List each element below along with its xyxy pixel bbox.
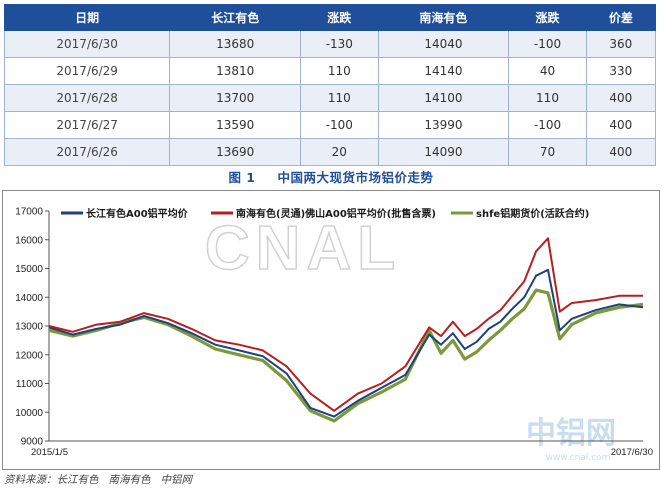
cell-nanhai: 14090 [377, 138, 510, 166]
chart-axes: 9000 10000 11000 12000 13000 14000 15000 16000 1… [15, 207, 653, 459]
y-tick-label: 10000 [15, 408, 43, 419]
cell-change2: -100 [508, 111, 587, 139]
y-tick-label: 13000 [15, 322, 43, 333]
cell-date: 2017/6/28 [3, 84, 171, 112]
y-tick-label: 14000 [15, 293, 43, 304]
series-line [48, 237, 643, 412]
chart-legend: 长江有色A00铝平均价 南海有色(灵通)佛山A00铝平均价(批售含票) shfe铝期… [61, 207, 589, 220]
y-tick-label: 15000 [15, 264, 43, 275]
cell-changjiang: 13810 [169, 57, 302, 85]
x-tick-label: 2015/1/5 [31, 447, 68, 458]
cell-changjiang: 13700 [169, 84, 302, 112]
cell-change1: -100 [300, 111, 379, 139]
table-row: 2017/6/30 13680 -130 14040 -100 360 [3, 30, 657, 58]
col-spread-header: 价差 [585, 4, 657, 31]
y-tick-label: 17000 [15, 207, 43, 218]
cell-spread: 360 [585, 30, 657, 58]
watermark-site: www.cnal.com [546, 453, 611, 463]
cell-change2: 70 [508, 138, 587, 166]
chart-frame: CNAL 中铝网 www.cnal.com 9000 10000 11000 1200… [2, 190, 660, 470]
source-label: 资料来源： [4, 474, 57, 486]
col-date-header: 日期 [3, 4, 171, 31]
y-tick-label: 11000 [16, 379, 44, 390]
cell-spread: 400 [585, 84, 657, 112]
col-nanhai-header: 南海有色 [377, 4, 510, 31]
price-table: 日期 长江有色 涨跌 南海有色 涨跌 价差 2017/6/30 13680 -1… [3, 4, 657, 166]
cell-change2: -100 [508, 30, 587, 58]
col-change2-header: 涨跌 [508, 4, 587, 31]
legend-label: 长江有色A00铝平均价 [86, 207, 189, 220]
y-tick-label: 9000 [21, 437, 44, 448]
legend-label: 南海有色(灵通)佛山A00铝平均价(批售含票) [236, 207, 436, 220]
table-row: 2017/6/27 13590 -100 13990 -100 400 [3, 111, 657, 139]
cell-changjiang: 13680 [169, 30, 302, 58]
cell-change2: 110 [508, 84, 587, 112]
cell-date: 2017/6/30 [3, 30, 171, 58]
source-note: 资料来源：长江有色 南海有色 中铝网 [4, 472, 202, 487]
cell-nanhai: 14040 [377, 30, 510, 58]
cell-change1: 110 [300, 84, 379, 112]
cell-changjiang: 13590 [169, 111, 302, 139]
table-row: 2017/6/29 13810 110 14140 40 330 [3, 57, 657, 85]
cell-date: 2017/6/27 [3, 111, 171, 139]
price-trend-chart: CNAL 中铝网 www.cnal.com 9000 10000 11000 1200… [15, 207, 653, 464]
y-tick-label: 16000 [15, 235, 43, 246]
figure-title: 中国两大现货市场铝价走势 [277, 170, 434, 185]
source-item: 南海有色 [108, 474, 151, 486]
figure-number: 图 1 [228, 170, 256, 185]
cell-date: 2017/6/26 [3, 138, 171, 166]
cell-date: 2017/6/29 [3, 57, 171, 85]
figure-caption: 图 1 中国两大现货市场铝价走势 [0, 167, 662, 186]
y-tick-label: 12000 [15, 350, 43, 361]
table-header-row: 日期 长江有色 涨跌 南海有色 涨跌 价差 [3, 4, 657, 31]
source-item: 中铝网 [160, 474, 193, 486]
table-row: 2017/6/28 13700 110 14100 110 400 [3, 84, 657, 112]
cell-change2: 40 [508, 57, 587, 85]
source-item: 长江有色 [56, 474, 99, 486]
x-tick-label: 2017/6/30 [611, 447, 653, 458]
cell-change1: 20 [300, 138, 379, 166]
cell-spread: 400 [585, 138, 657, 166]
legend-label: shfe铝期货价(活跃合约) [476, 207, 589, 220]
cell-spread: 400 [585, 111, 657, 139]
table-row: 2017/6/26 13690 20 14090 70 400 [3, 138, 657, 166]
cell-nanhai: 13990 [377, 111, 510, 139]
chart-series [48, 237, 644, 423]
cell-spread: 330 [585, 57, 657, 85]
col-changjiang-header: 长江有色 [169, 4, 302, 31]
series-line [48, 268, 644, 418]
cell-changjiang: 13690 [169, 138, 302, 166]
cell-nanhai: 14140 [377, 57, 510, 85]
cell-change1: -130 [300, 30, 379, 58]
cell-change1: 110 [300, 57, 379, 85]
watermark-logo: 中铝网 [526, 416, 616, 451]
watermark-cnal: CNAL [205, 214, 401, 283]
cell-nanhai: 14100 [377, 84, 510, 112]
col-change1-header: 涨跌 [300, 4, 379, 31]
